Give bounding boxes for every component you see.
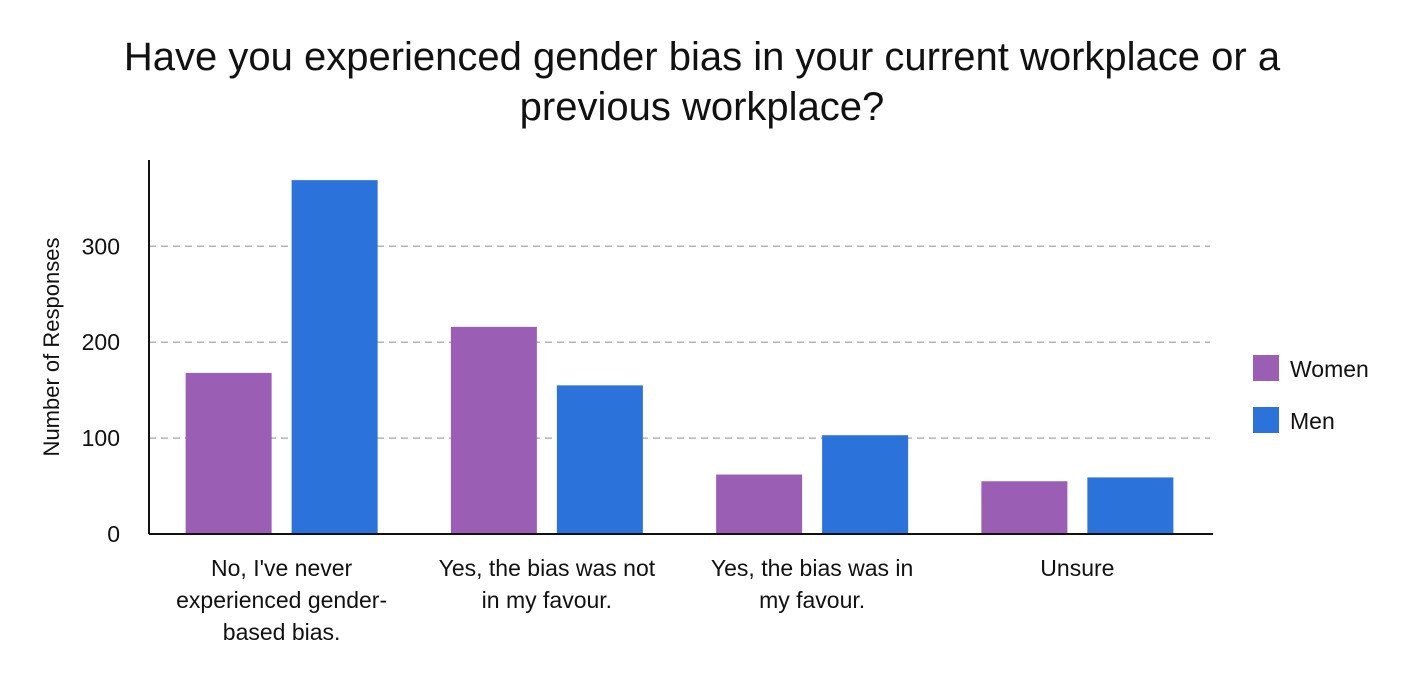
bar-men — [822, 435, 909, 534]
category-labels: No, I've never experienced gender-based b… — [176, 555, 1114, 645]
legend-swatch-women — [1253, 355, 1279, 381]
category-label: Unsure — [1040, 555, 1114, 581]
y-tick-label: 200 — [82, 329, 120, 355]
legend-swatch-men — [1253, 407, 1279, 433]
category-label: No, I've never — [211, 555, 353, 581]
category-label: in my favour. — [482, 587, 612, 613]
bars — [185, 180, 1174, 534]
category-label: Yes, the bias was in — [711, 555, 913, 581]
legend-label-men: Men — [1290, 408, 1335, 434]
y-tick-label: 300 — [82, 233, 120, 259]
bar-women — [981, 481, 1068, 534]
chart-title-line-2: previous workplace? — [520, 85, 885, 129]
gridlines — [149, 245, 1210, 439]
bar-women — [450, 326, 537, 534]
bar-women — [185, 372, 272, 534]
category-label: Yes, the bias was not — [439, 555, 656, 581]
bar-men — [1087, 477, 1174, 534]
y-axis-title: Number of Responses — [39, 238, 64, 457]
bar-men — [291, 180, 378, 534]
bar-men — [556, 385, 643, 534]
y-tick-labels: 0 100 200 300 — [82, 233, 120, 547]
y-tick-label: 100 — [82, 425, 120, 451]
bar-women — [716, 474, 803, 534]
legend: Women Men — [1253, 355, 1369, 434]
category-label: based bias. — [223, 619, 341, 645]
y-tick-label: 0 — [107, 521, 120, 547]
legend-label-women: Women — [1290, 356, 1369, 382]
axes — [148, 160, 1213, 535]
category-label: experienced gender- — [176, 587, 387, 613]
category-label: my favour. — [759, 587, 865, 613]
chart-title-line-1: Have you experienced gender bias in your… — [124, 35, 1281, 79]
